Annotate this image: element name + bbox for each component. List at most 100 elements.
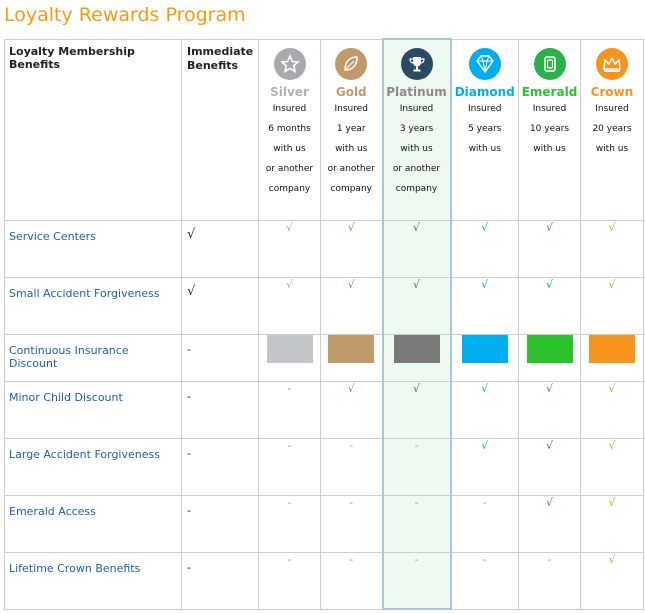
benefit-label: Lifetime Crown Benefits	[4, 551, 182, 610]
not-included-dash: -	[381, 437, 452, 496]
tier-requirement: Insured 1 year with us or another company	[321, 99, 382, 199]
tier-requirement-line: with us	[533, 143, 566, 154]
check-mark: √	[320, 219, 383, 278]
not-included-dash: -	[450, 494, 519, 553]
emerald-icon	[533, 47, 566, 80]
tier-requirement-line: Insured	[532, 103, 567, 114]
check-mark: √	[518, 219, 581, 278]
discount-swatch-cell	[580, 333, 644, 382]
not-included-dash: -	[258, 437, 321, 496]
check-mark: √	[518, 437, 581, 496]
tier-requirement-line: 1 year	[336, 123, 366, 134]
tier-requirement-line: or another	[265, 163, 314, 174]
not-included-dash: -	[518, 551, 581, 610]
check-mark: √	[320, 276, 383, 335]
check-mark: √	[258, 276, 321, 335]
check-mark: √	[450, 276, 519, 335]
tier-requirement-line: or another	[392, 164, 441, 174]
check-mark: √	[320, 380, 383, 439]
tier-requirement-line: with us	[468, 143, 501, 154]
tier-requirement: Insured 6 months with us or another company	[259, 99, 320, 199]
immediate-benefit-value: -	[181, 380, 259, 439]
table-row: Emerald Access - - - - - √ √	[4, 494, 644, 553]
benefit-label: Minor Child Discount	[4, 380, 182, 439]
tier-requirement-line: Insured	[334, 103, 368, 114]
trophy-icon	[400, 48, 433, 80]
not-included-dash: -	[258, 494, 321, 553]
discount-swatch-cell	[518, 333, 581, 382]
diamond-icon	[468, 47, 501, 80]
not-included-dash: -	[320, 494, 383, 553]
leaf-icon	[335, 47, 368, 80]
tier-requirement-line: 20 years	[592, 123, 632, 134]
check-mark: √	[580, 380, 644, 439]
tier-name: Gold	[335, 84, 367, 99]
check-mark: √	[518, 494, 581, 553]
not-included-dash: -	[381, 494, 452, 553]
benefits-header: Loyalty Membership Benefits	[4, 38, 182, 221]
tier-name: Emerald	[521, 84, 578, 99]
tier-requirement-line: with us	[335, 143, 368, 154]
benefit-label: Continuous Insurance Discount	[4, 333, 182, 382]
not-included-dash: -	[258, 380, 321, 439]
immediate-benefit-value: -	[181, 437, 259, 496]
tier-name: Crown	[590, 84, 634, 99]
star-icon	[273, 47, 306, 80]
check-mark: √	[381, 276, 452, 335]
discount-swatch-cell	[320, 333, 383, 382]
tier-header-emerald: Emerald Insured 10 years with us	[518, 38, 581, 221]
table-row: Service Centers √ √ √ √ √ √ √	[4, 219, 644, 278]
immediate-benefit-value: √	[181, 219, 259, 278]
tier-requirement-line: Insured	[595, 103, 629, 114]
tier-requirement-line: company	[395, 184, 438, 194]
tier-requirement: Insured 3 years with us or another company	[384, 99, 450, 199]
tier-requirement-line: company	[268, 183, 311, 194]
tier-name: Platinum	[386, 85, 447, 99]
benefit-label: Large Accident Forgiveness	[4, 437, 182, 496]
discount-swatch-cell	[258, 333, 321, 382]
tier-name: Diamond	[454, 84, 515, 99]
check-mark: √	[518, 276, 581, 335]
immediate-header: Immediate Benefits	[181, 38, 259, 221]
tier-requirement-line: with us	[595, 143, 629, 154]
loyalty-table: Loyalty Membership Benefits Immediate Be…	[4, 38, 644, 610]
tier-header-silver: Silver Insured 6 months with us or another co…	[258, 38, 321, 221]
check-mark: √	[258, 219, 321, 278]
not-included-dash: -	[320, 551, 383, 610]
check-mark: √	[518, 380, 581, 439]
discount-color-swatch	[328, 334, 375, 363]
not-included-dash: -	[258, 551, 321, 610]
benefit-label: Emerald Access	[4, 494, 182, 553]
discount-color-swatch	[526, 334, 573, 363]
check-mark: √	[381, 219, 452, 278]
not-included-dash: -	[320, 437, 383, 496]
tier-requirement-line: 3 years	[399, 124, 434, 134]
tier-requirement-line: with us	[273, 143, 306, 154]
tier-requirement-line: company	[330, 183, 372, 194]
tier-header-diamond: Diamond Insured 5 years with us	[450, 38, 519, 221]
check-mark: √	[381, 380, 452, 439]
header-row: Loyalty Membership Benefits Immediate Be…	[4, 38, 644, 221]
tier-header-platinum: Platinum Insured 3 years with us or another c…	[381, 38, 452, 221]
tier-requirement-line: Insured	[272, 103, 307, 114]
tier-requirement-line: 6 months	[268, 123, 311, 134]
crown-icon	[596, 47, 628, 80]
tier-requirement: Insured 5 years with us	[452, 99, 519, 159]
discount-color-swatch	[461, 334, 508, 363]
benefit-label: Small Accident Forgiveness	[4, 276, 182, 335]
tier-requirement: Insured 10 years with us	[519, 99, 580, 159]
tier-requirement-line: 10 years	[529, 123, 570, 134]
page-title: Loyalty Rewards Program	[4, 4, 246, 26]
tier-header-gold: Gold Insured 1 year with us or another compan…	[320, 38, 383, 221]
immediate-benefit-value: -	[181, 333, 259, 382]
discount-swatch-cell	[381, 333, 452, 382]
check-mark: √	[580, 219, 644, 278]
table-row: Continuous Insurance Discount -	[4, 333, 644, 382]
immediate-benefit-value: -	[181, 494, 259, 553]
tier-name: Silver	[270, 84, 309, 99]
discount-color-swatch	[393, 334, 440, 363]
check-mark: √	[450, 219, 519, 278]
table-row: Small Accident Forgiveness √ √ √ √ √ √ √	[4, 276, 644, 335]
check-mark: √	[580, 276, 644, 335]
discount-color-swatch	[589, 334, 635, 363]
